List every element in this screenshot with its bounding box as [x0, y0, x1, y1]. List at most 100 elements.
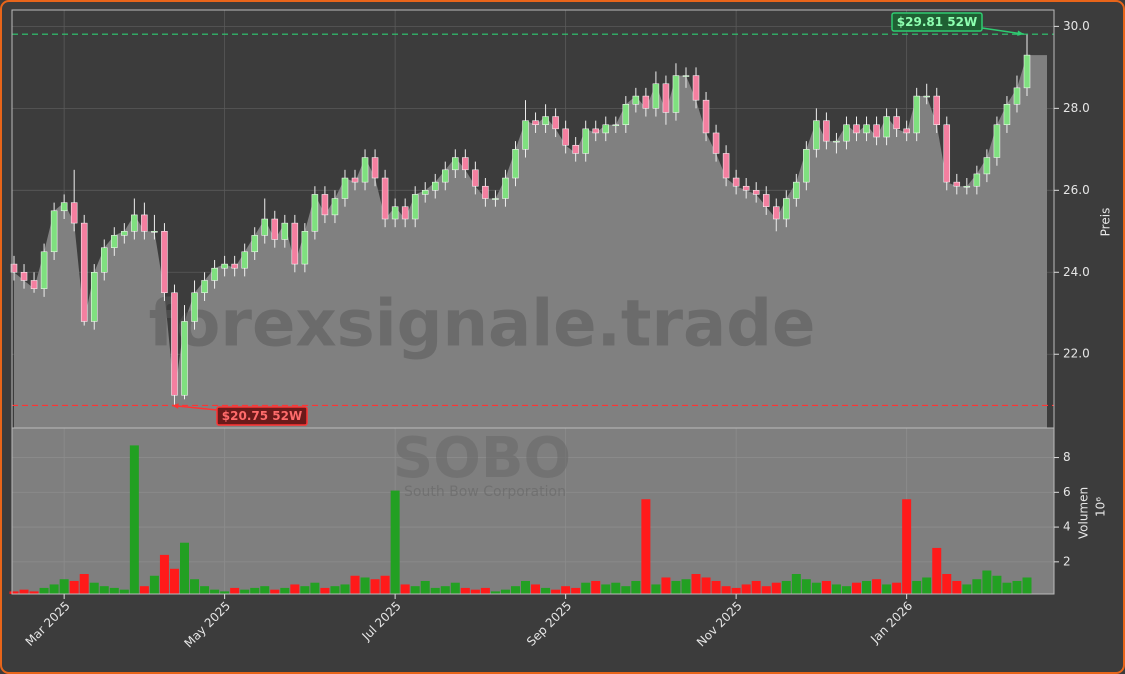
candle-body [261, 218, 268, 236]
volume-border [11, 427, 1055, 595]
volume-bar [260, 586, 270, 594]
candle-body [983, 157, 991, 175]
volume-bar [751, 580, 761, 594]
y2-tick-label: 8 [1063, 450, 1071, 464]
candle-body [411, 194, 419, 220]
candle-body [923, 95, 930, 98]
volume-bar [821, 580, 831, 594]
candle-body [30, 280, 38, 289]
candle-body [421, 190, 429, 195]
volume-bar [430, 587, 440, 594]
candle-body [371, 157, 379, 179]
candle-body [141, 214, 148, 232]
candle-body [592, 128, 599, 134]
volume-bar [591, 580, 601, 594]
candle-body [612, 124, 620, 126]
candle-body [361, 157, 369, 183]
volume-bar [59, 579, 69, 594]
volume-bar [19, 589, 29, 594]
candle-body [462, 157, 469, 171]
volume-bar [801, 579, 811, 594]
candle-body [582, 128, 589, 154]
annotation-box [216, 406, 308, 426]
volume-bar [942, 574, 952, 594]
candle-body [452, 157, 459, 171]
candle-body [973, 173, 981, 187]
candle-body [40, 251, 48, 289]
candle-body [642, 95, 650, 109]
candle-body [311, 194, 319, 232]
candle-body [1013, 87, 1021, 105]
volume-bar [210, 589, 220, 594]
candle-body [121, 231, 128, 236]
symbol: SOBO [393, 426, 571, 491]
candle-body [321, 194, 329, 216]
candle-body [953, 181, 961, 187]
y-tick-label: 26.0 [1063, 183, 1090, 197]
candle-body [843, 124, 850, 142]
candle-body [401, 206, 409, 220]
volume-bar [551, 589, 561, 594]
volume-bar [701, 577, 711, 594]
volume-bar [390, 490, 400, 594]
volume-bar [370, 579, 380, 594]
volume-bar [651, 584, 661, 594]
volume-bar [912, 580, 922, 594]
volume-bar [400, 584, 410, 594]
volume-bar [841, 586, 851, 594]
y-tick-label: 22.0 [1063, 347, 1090, 361]
volume-bar [531, 584, 541, 594]
volume-bar [310, 582, 320, 594]
volume-bar [220, 591, 230, 594]
candle-body [482, 185, 489, 199]
candle-body [783, 198, 790, 220]
candle-body [90, 272, 98, 322]
watermark: forexsignale.trade [149, 288, 816, 362]
candle-body [572, 144, 579, 154]
candle-body [803, 149, 810, 183]
candle-body [10, 263, 18, 273]
volume-bar [982, 570, 992, 594]
candle-body [271, 218, 279, 240]
volume-bar [330, 586, 340, 594]
candle-body [391, 206, 399, 220]
volume-bar [440, 586, 450, 594]
volume-bar [631, 580, 641, 594]
candle-body [472, 169, 479, 187]
volume-bar [1002, 582, 1012, 594]
volume-bar [139, 586, 149, 594]
candle-body [351, 177, 359, 183]
volume-bar [360, 577, 370, 594]
volume-scale: 10⁶ [1094, 497, 1108, 517]
annotation-arrow [981, 27, 1025, 35]
candle-body [752, 190, 760, 195]
volume-bar [500, 589, 510, 594]
candle-body [712, 132, 720, 154]
volume-bar [460, 587, 470, 594]
candle-body [291, 222, 299, 265]
volume-bar [280, 587, 290, 594]
volume-bar [561, 586, 571, 594]
candle-body [833, 140, 840, 143]
volume-bar [99, 586, 109, 594]
candle-body [602, 124, 610, 134]
volume-bar [119, 589, 129, 594]
volume-bar [571, 587, 581, 594]
y-tick-label: 24.0 [1063, 265, 1090, 279]
volume-bar [691, 574, 701, 594]
volume-bar [149, 575, 159, 594]
candle-body [682, 75, 690, 77]
volume-bar [79, 574, 89, 594]
volume-bar [671, 580, 681, 594]
volume-bar [180, 542, 190, 594]
volume-bar [300, 586, 310, 594]
volume-bar [420, 580, 430, 594]
volume-bar [892, 582, 902, 594]
candle-body [692, 75, 700, 101]
y2-tick-label: 2 [1063, 554, 1071, 568]
volume-bar [290, 584, 300, 594]
volume-bar [320, 587, 330, 594]
volume-bar [781, 580, 791, 594]
volume-bar [992, 575, 1002, 594]
volume-bar [89, 582, 99, 594]
